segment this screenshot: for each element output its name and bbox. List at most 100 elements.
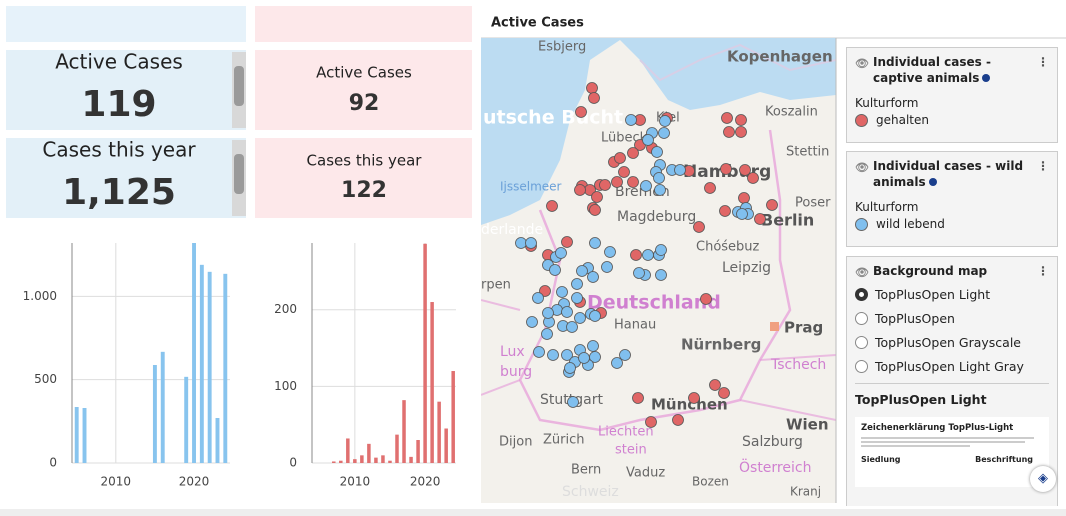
bar (215, 418, 220, 463)
bar (367, 443, 371, 463)
map-label: rpen (481, 278, 511, 293)
case-point (723, 126, 735, 138)
case-point (735, 126, 747, 138)
map-label: Ijsselmeer (500, 180, 562, 194)
case-point (561, 349, 573, 361)
basemap-option[interactable]: TopPlusOpen Light Gray (855, 359, 1049, 374)
radio[interactable] (855, 288, 868, 301)
x-tick-label: 2010 (340, 475, 371, 489)
case-point (658, 127, 670, 139)
case-point (720, 163, 732, 175)
case-point (618, 166, 630, 178)
radio[interactable] (855, 312, 868, 325)
y-tick-label: 0 (49, 456, 57, 470)
map-label: Dijon (499, 435, 532, 450)
layers-button[interactable]: ◈ (1030, 466, 1056, 492)
case-point (719, 205, 731, 217)
case-point (718, 387, 730, 399)
case-point (599, 179, 611, 191)
map-label: Prag (784, 319, 823, 337)
scroll-thumb[interactable] (234, 66, 244, 106)
kpi-card (6, 138, 246, 218)
case-point (619, 349, 631, 361)
case-point (589, 204, 601, 216)
map-label: Esbjerg (538, 40, 586, 55)
case-point (766, 199, 778, 211)
map-label: stein (615, 443, 647, 458)
map-label: München (651, 396, 728, 414)
bar (339, 460, 343, 463)
x-tick-label: 2020 (410, 475, 441, 489)
field-name: Kulturform (855, 96, 919, 110)
border (518, 129, 792, 432)
basemap-option[interactable]: TopPlusOpen Grayscale (855, 335, 1049, 350)
case-point (747, 172, 759, 184)
case-point (754, 213, 766, 225)
case-point (571, 278, 583, 290)
case-point (651, 146, 663, 158)
case-point (564, 362, 576, 374)
x-tick-label: 2010 (101, 475, 132, 489)
basemap-option[interactable]: TopPlusOpen Light (855, 287, 1049, 302)
case-point (659, 115, 671, 127)
bar (430, 302, 434, 463)
case-point (642, 249, 654, 261)
case-point (586, 82, 598, 94)
y-tick-label: 100 (274, 379, 297, 393)
scroll-thumb[interactable] (234, 154, 244, 194)
case-point (575, 106, 587, 118)
case-point (555, 247, 567, 259)
kpi-value: 1,125 (62, 172, 176, 213)
map-label: utsche Bucht (483, 107, 623, 129)
basemap-option[interactable]: TopPlusOpen (855, 311, 1049, 326)
case-point (614, 152, 626, 164)
kpi-value: 122 (341, 178, 387, 203)
case-point (642, 134, 654, 146)
case-point (674, 164, 686, 176)
case-point (539, 285, 551, 297)
option-label: TopPlusOpen Light (875, 287, 991, 302)
bar (353, 459, 357, 463)
case-point (735, 114, 747, 126)
case-point (630, 249, 642, 261)
case-point (574, 184, 586, 196)
map-label: Deutschland (587, 292, 721, 314)
bar (423, 243, 427, 463)
layer-title: Individual cases - wild animals (873, 159, 1024, 189)
layer-card[interactable]: 👁 Individual cases - wild animals ⋮ Kultur… (846, 151, 1058, 247)
case-point (542, 307, 554, 319)
legend-label: wild lebend (876, 217, 945, 231)
case-point (561, 306, 573, 318)
radio[interactable] (855, 360, 868, 373)
bar (381, 455, 385, 463)
x-tick-label: 2020 (179, 475, 210, 489)
map-label: burg (500, 364, 532, 380)
case-point (611, 357, 623, 369)
radio[interactable] (855, 336, 868, 349)
case-point (721, 112, 733, 124)
map-label: Salzburg (742, 434, 803, 450)
map-label: derlande (481, 222, 543, 238)
layer-card[interactable]: 👁 Individual cases - captive animals ⋮ Kul… (846, 47, 1058, 143)
bar (82, 408, 87, 463)
case-point (576, 265, 588, 277)
map-label: Liechten (598, 425, 654, 440)
legend-column: Beschriftung (975, 455, 1033, 464)
legend-heading: Zeichenerklärung TopPlus-Light (861, 423, 1014, 433)
bar (184, 376, 189, 463)
case-point (566, 321, 578, 333)
kpi-card (255, 50, 472, 130)
case-point (574, 312, 586, 324)
legend-label: gehalten (876, 113, 929, 127)
case-point (655, 244, 667, 256)
map-label: Berlin (761, 211, 814, 230)
case-point (632, 392, 644, 404)
case-point (645, 416, 657, 428)
map-label: Magdeburg (617, 209, 696, 225)
kpi-label: Active Cases (55, 50, 183, 74)
map-label: Stettin (786, 145, 829, 160)
case-point (549, 264, 561, 276)
case-point (653, 172, 665, 184)
